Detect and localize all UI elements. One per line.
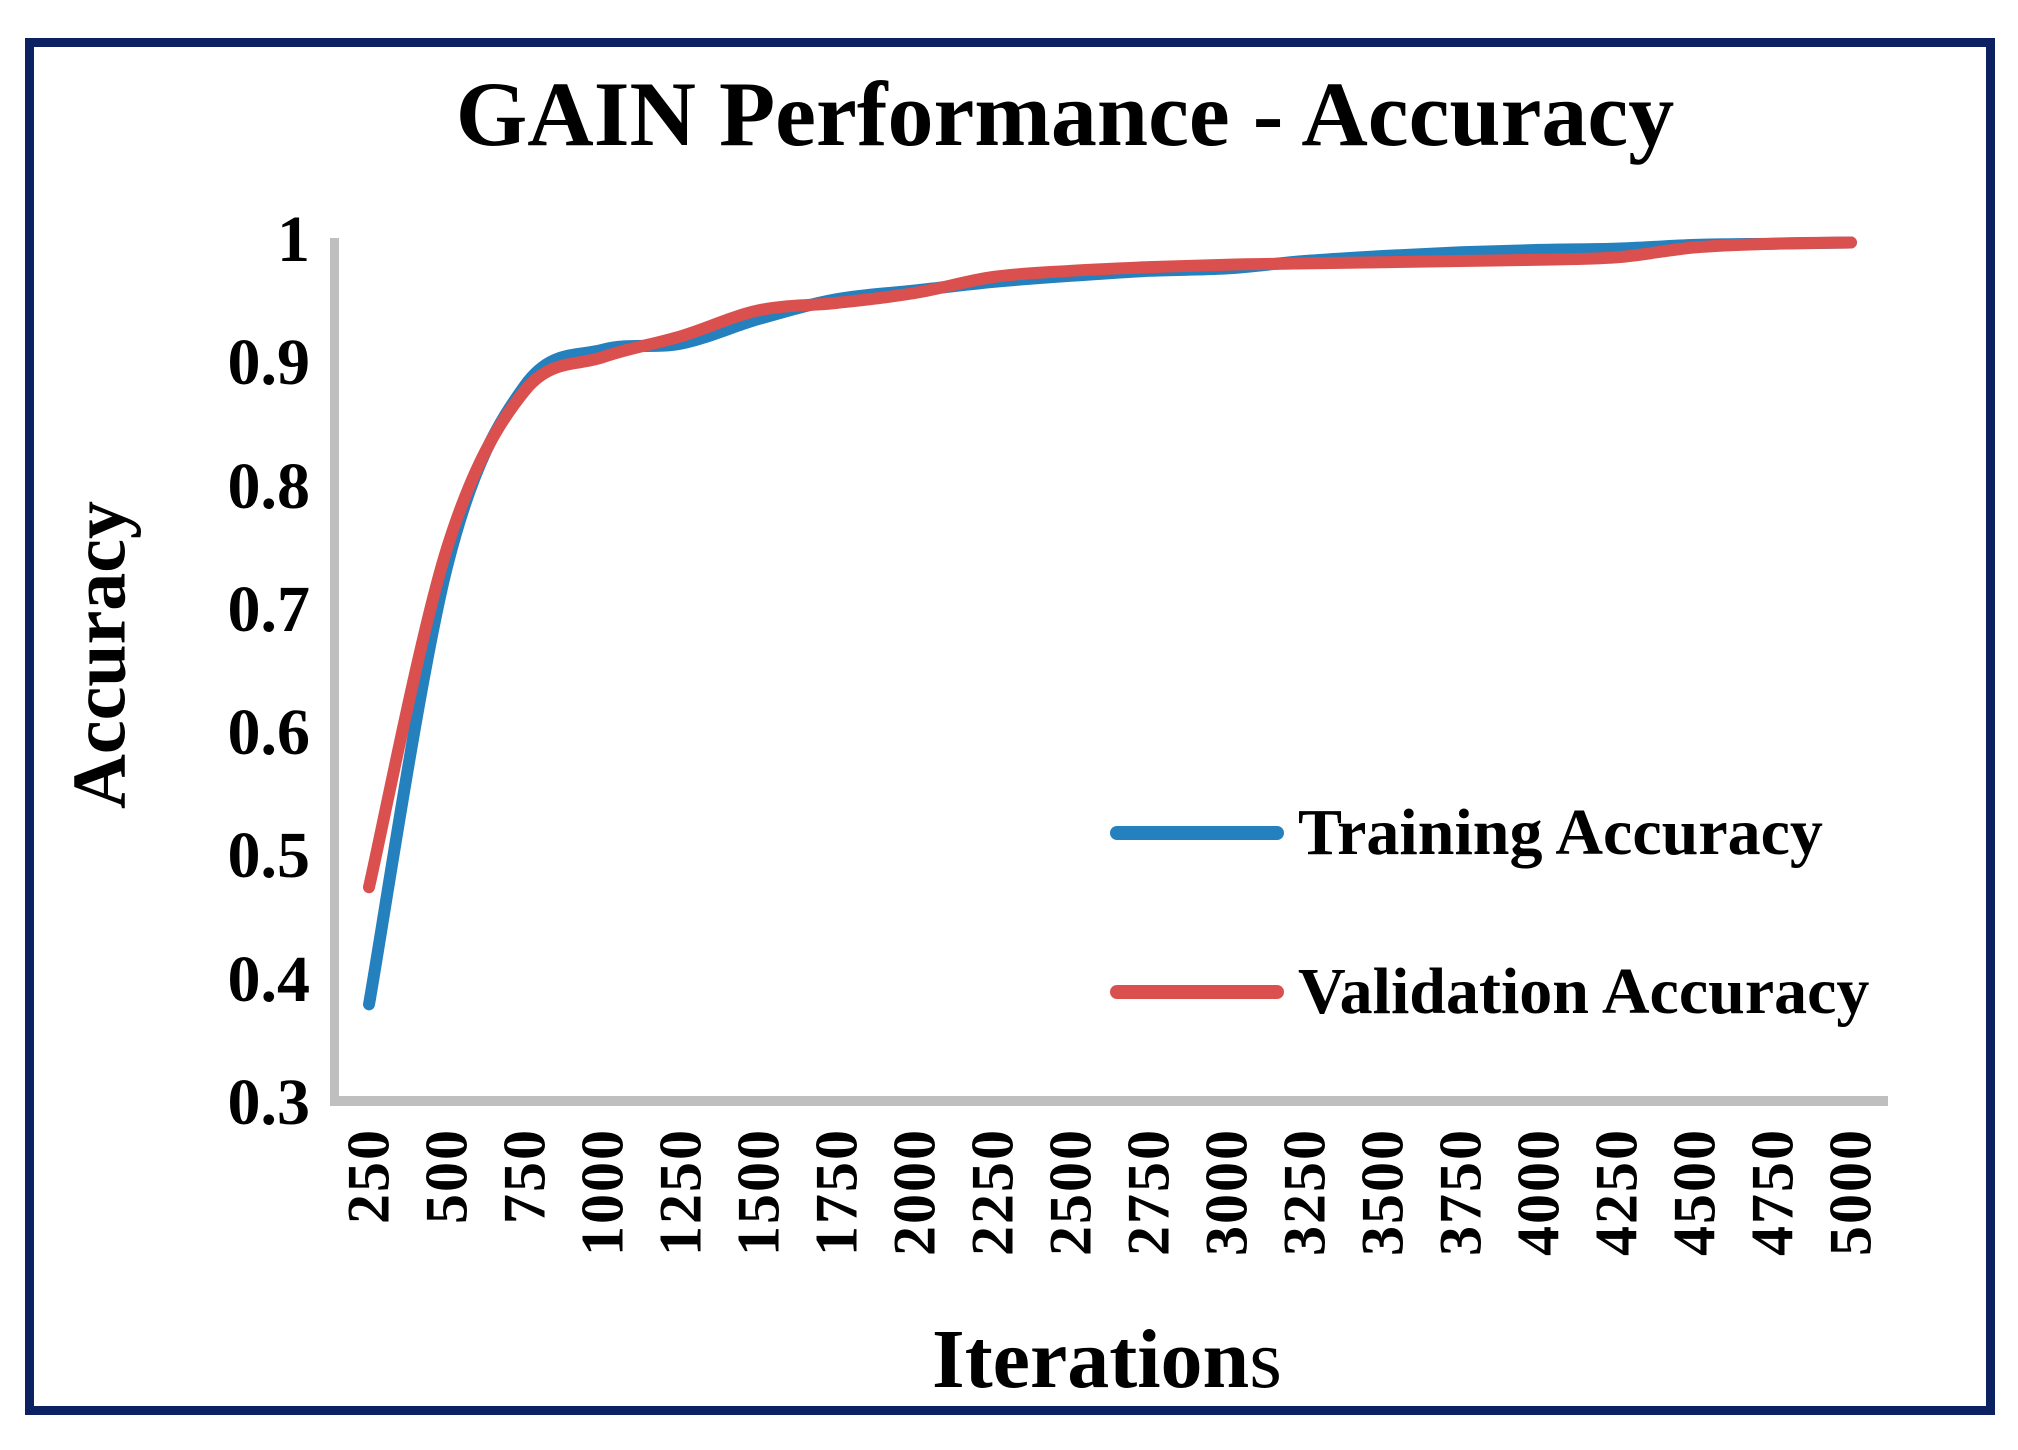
x-tick-label: 3500	[1349, 1128, 1416, 1256]
y-tick-label: 1	[277, 203, 310, 276]
x-tick-label: 4500	[1661, 1128, 1728, 1256]
x-tick-label: 1000	[569, 1128, 636, 1256]
y-axis-line	[330, 238, 339, 1106]
x-tick-label: 250	[335, 1128, 402, 1224]
x-tick-label: 1250	[647, 1128, 714, 1256]
y-tick-label: 0.9	[227, 326, 311, 400]
y-tick-label: 0.4	[227, 942, 311, 1016]
chart-title: GAIN Performance - Accuracy	[455, 63, 1675, 165]
x-tick-label: 3250	[1271, 1128, 1338, 1256]
legend-line-swatch	[1110, 826, 1284, 840]
x-tick-label: 4750	[1739, 1128, 1806, 1256]
y-tick-label: 0.5	[227, 819, 311, 893]
legend-item: Training Accuracy	[1110, 800, 1823, 866]
x-tick-label: 2500	[1037, 1128, 1104, 1256]
legend-label: Training Accuracy	[1298, 796, 1823, 869]
x-tick-label: 1500	[725, 1128, 792, 1256]
x-tick-label: 2750	[1115, 1128, 1182, 1256]
x-tick-label: 1750	[803, 1128, 870, 1256]
x-tick-label: 4000	[1505, 1128, 1572, 1256]
x-tick-label: 750	[491, 1128, 558, 1224]
x-tick-label: 5000	[1817, 1128, 1884, 1256]
chart-frame	[25, 38, 1995, 1415]
x-axis-line	[330, 1096, 1888, 1106]
legend-item: Validation Accuracy	[1110, 959, 1869, 1025]
x-axis-title-suffix: s	[1249, 1313, 1282, 1406]
x-tick-label: 3750	[1427, 1128, 1494, 1256]
x-axis-title: Iterations	[700, 1318, 1514, 1402]
legend-label: Validation Accuracy	[1298, 955, 1870, 1028]
x-tick-label: 3000	[1193, 1128, 1260, 1256]
x-tick-label: 4250	[1583, 1128, 1650, 1256]
x-tick-label: 2250	[959, 1128, 1026, 1256]
y-tick-label: 0.7	[227, 572, 311, 646]
x-tick-label: 500	[413, 1128, 480, 1224]
y-tick-label: 0.3	[227, 1066, 311, 1139]
legend-line-swatch	[1110, 985, 1284, 999]
y-tick-label: 0.6	[227, 696, 311, 770]
x-axis-title-main: Iteration	[932, 1313, 1250, 1406]
x-tick-label: 2000	[881, 1128, 948, 1256]
y-tick-label: 0.8	[227, 449, 311, 523]
